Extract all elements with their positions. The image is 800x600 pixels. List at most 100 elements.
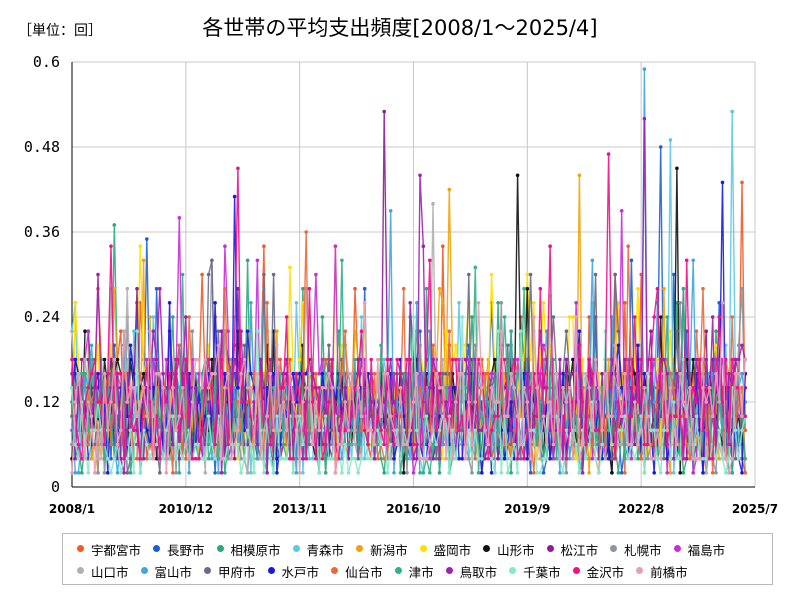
data-point <box>710 414 715 419</box>
data-point <box>304 386 309 390</box>
data-point <box>486 442 491 447</box>
data-point <box>467 272 471 277</box>
data-point <box>314 386 318 390</box>
data-point <box>460 371 465 376</box>
data-point <box>255 329 260 334</box>
data-point <box>717 456 721 461</box>
data-point <box>70 357 74 362</box>
data-point <box>232 456 237 461</box>
data-point <box>678 414 682 419</box>
data-point <box>525 456 530 461</box>
data-point <box>476 428 481 433</box>
data-point <box>710 386 715 390</box>
data-point <box>619 428 624 433</box>
data-point <box>714 471 718 475</box>
data-point <box>401 442 406 447</box>
data-point <box>219 471 224 475</box>
data-point <box>561 386 565 390</box>
data-point <box>193 456 198 461</box>
data-point <box>96 371 100 376</box>
data-point <box>102 442 107 447</box>
data-point <box>203 471 208 475</box>
data-point <box>567 428 572 433</box>
data-point <box>297 400 302 404</box>
data-point <box>307 442 312 447</box>
legend-marker-icon <box>391 567 406 575</box>
unit-label: ［単位：回］ <box>18 23 102 39</box>
data-point <box>642 386 647 390</box>
data-point <box>288 371 292 376</box>
data-point <box>239 371 243 376</box>
data-point <box>450 456 455 461</box>
data-point <box>444 400 448 404</box>
data-point <box>219 357 224 362</box>
data-point <box>119 371 123 376</box>
data-point <box>382 400 387 404</box>
data-point <box>606 456 611 461</box>
data-point <box>723 456 728 461</box>
data-point <box>519 329 523 334</box>
data-point <box>714 343 718 348</box>
data-point <box>109 244 113 248</box>
data-point <box>506 343 510 348</box>
data-point <box>480 386 484 390</box>
data-point <box>210 456 214 461</box>
data-point <box>93 428 97 433</box>
data-point <box>232 400 237 404</box>
data-point <box>564 400 569 404</box>
data-point <box>691 386 695 390</box>
data-point <box>489 371 494 376</box>
data-point <box>236 286 240 291</box>
data-point <box>340 414 344 419</box>
data-point <box>314 272 318 277</box>
legend-label: 松江市 <box>560 542 599 558</box>
data-point <box>167 414 172 419</box>
data-point <box>626 244 630 248</box>
data-point <box>73 442 78 447</box>
data-point <box>206 414 211 419</box>
data-point <box>668 371 673 376</box>
data-point <box>232 386 237 390</box>
data-point <box>629 414 634 419</box>
data-point <box>327 400 331 404</box>
data-point <box>229 456 234 461</box>
data-point <box>281 442 286 447</box>
data-point <box>434 371 439 376</box>
legend-item: 宇都宮市 <box>73 538 141 560</box>
data-point <box>584 456 588 461</box>
data-point <box>632 400 637 404</box>
data-point <box>145 456 149 461</box>
data-point <box>349 442 354 447</box>
data-point <box>567 371 572 376</box>
data-point <box>128 471 133 475</box>
data-point <box>96 456 100 461</box>
data-point <box>210 371 214 376</box>
data-point <box>382 357 387 362</box>
legend-item: 津市 <box>391 560 434 582</box>
data-point <box>132 371 136 376</box>
data-point <box>382 109 387 114</box>
data-point <box>658 386 663 390</box>
data-point <box>665 315 669 319</box>
data-point <box>558 357 562 362</box>
legend-marker-icon <box>73 545 88 553</box>
data-point <box>154 414 159 419</box>
data-point <box>327 371 331 376</box>
data-point <box>571 456 575 461</box>
legend-item: 新潟市 <box>352 538 408 560</box>
data-point <box>545 442 549 447</box>
legend-item: 水戸市 <box>264 560 319 582</box>
data-point <box>171 386 175 390</box>
data-point <box>291 371 296 376</box>
data-point <box>668 456 673 461</box>
data-point <box>564 471 569 475</box>
data-point <box>496 414 500 419</box>
data-point <box>740 286 744 291</box>
data-point <box>125 414 130 419</box>
data-point <box>141 386 146 390</box>
data-point <box>148 442 152 447</box>
data-point <box>232 194 237 199</box>
data-point <box>411 400 416 404</box>
data-point <box>567 456 572 461</box>
data-point <box>538 286 543 291</box>
